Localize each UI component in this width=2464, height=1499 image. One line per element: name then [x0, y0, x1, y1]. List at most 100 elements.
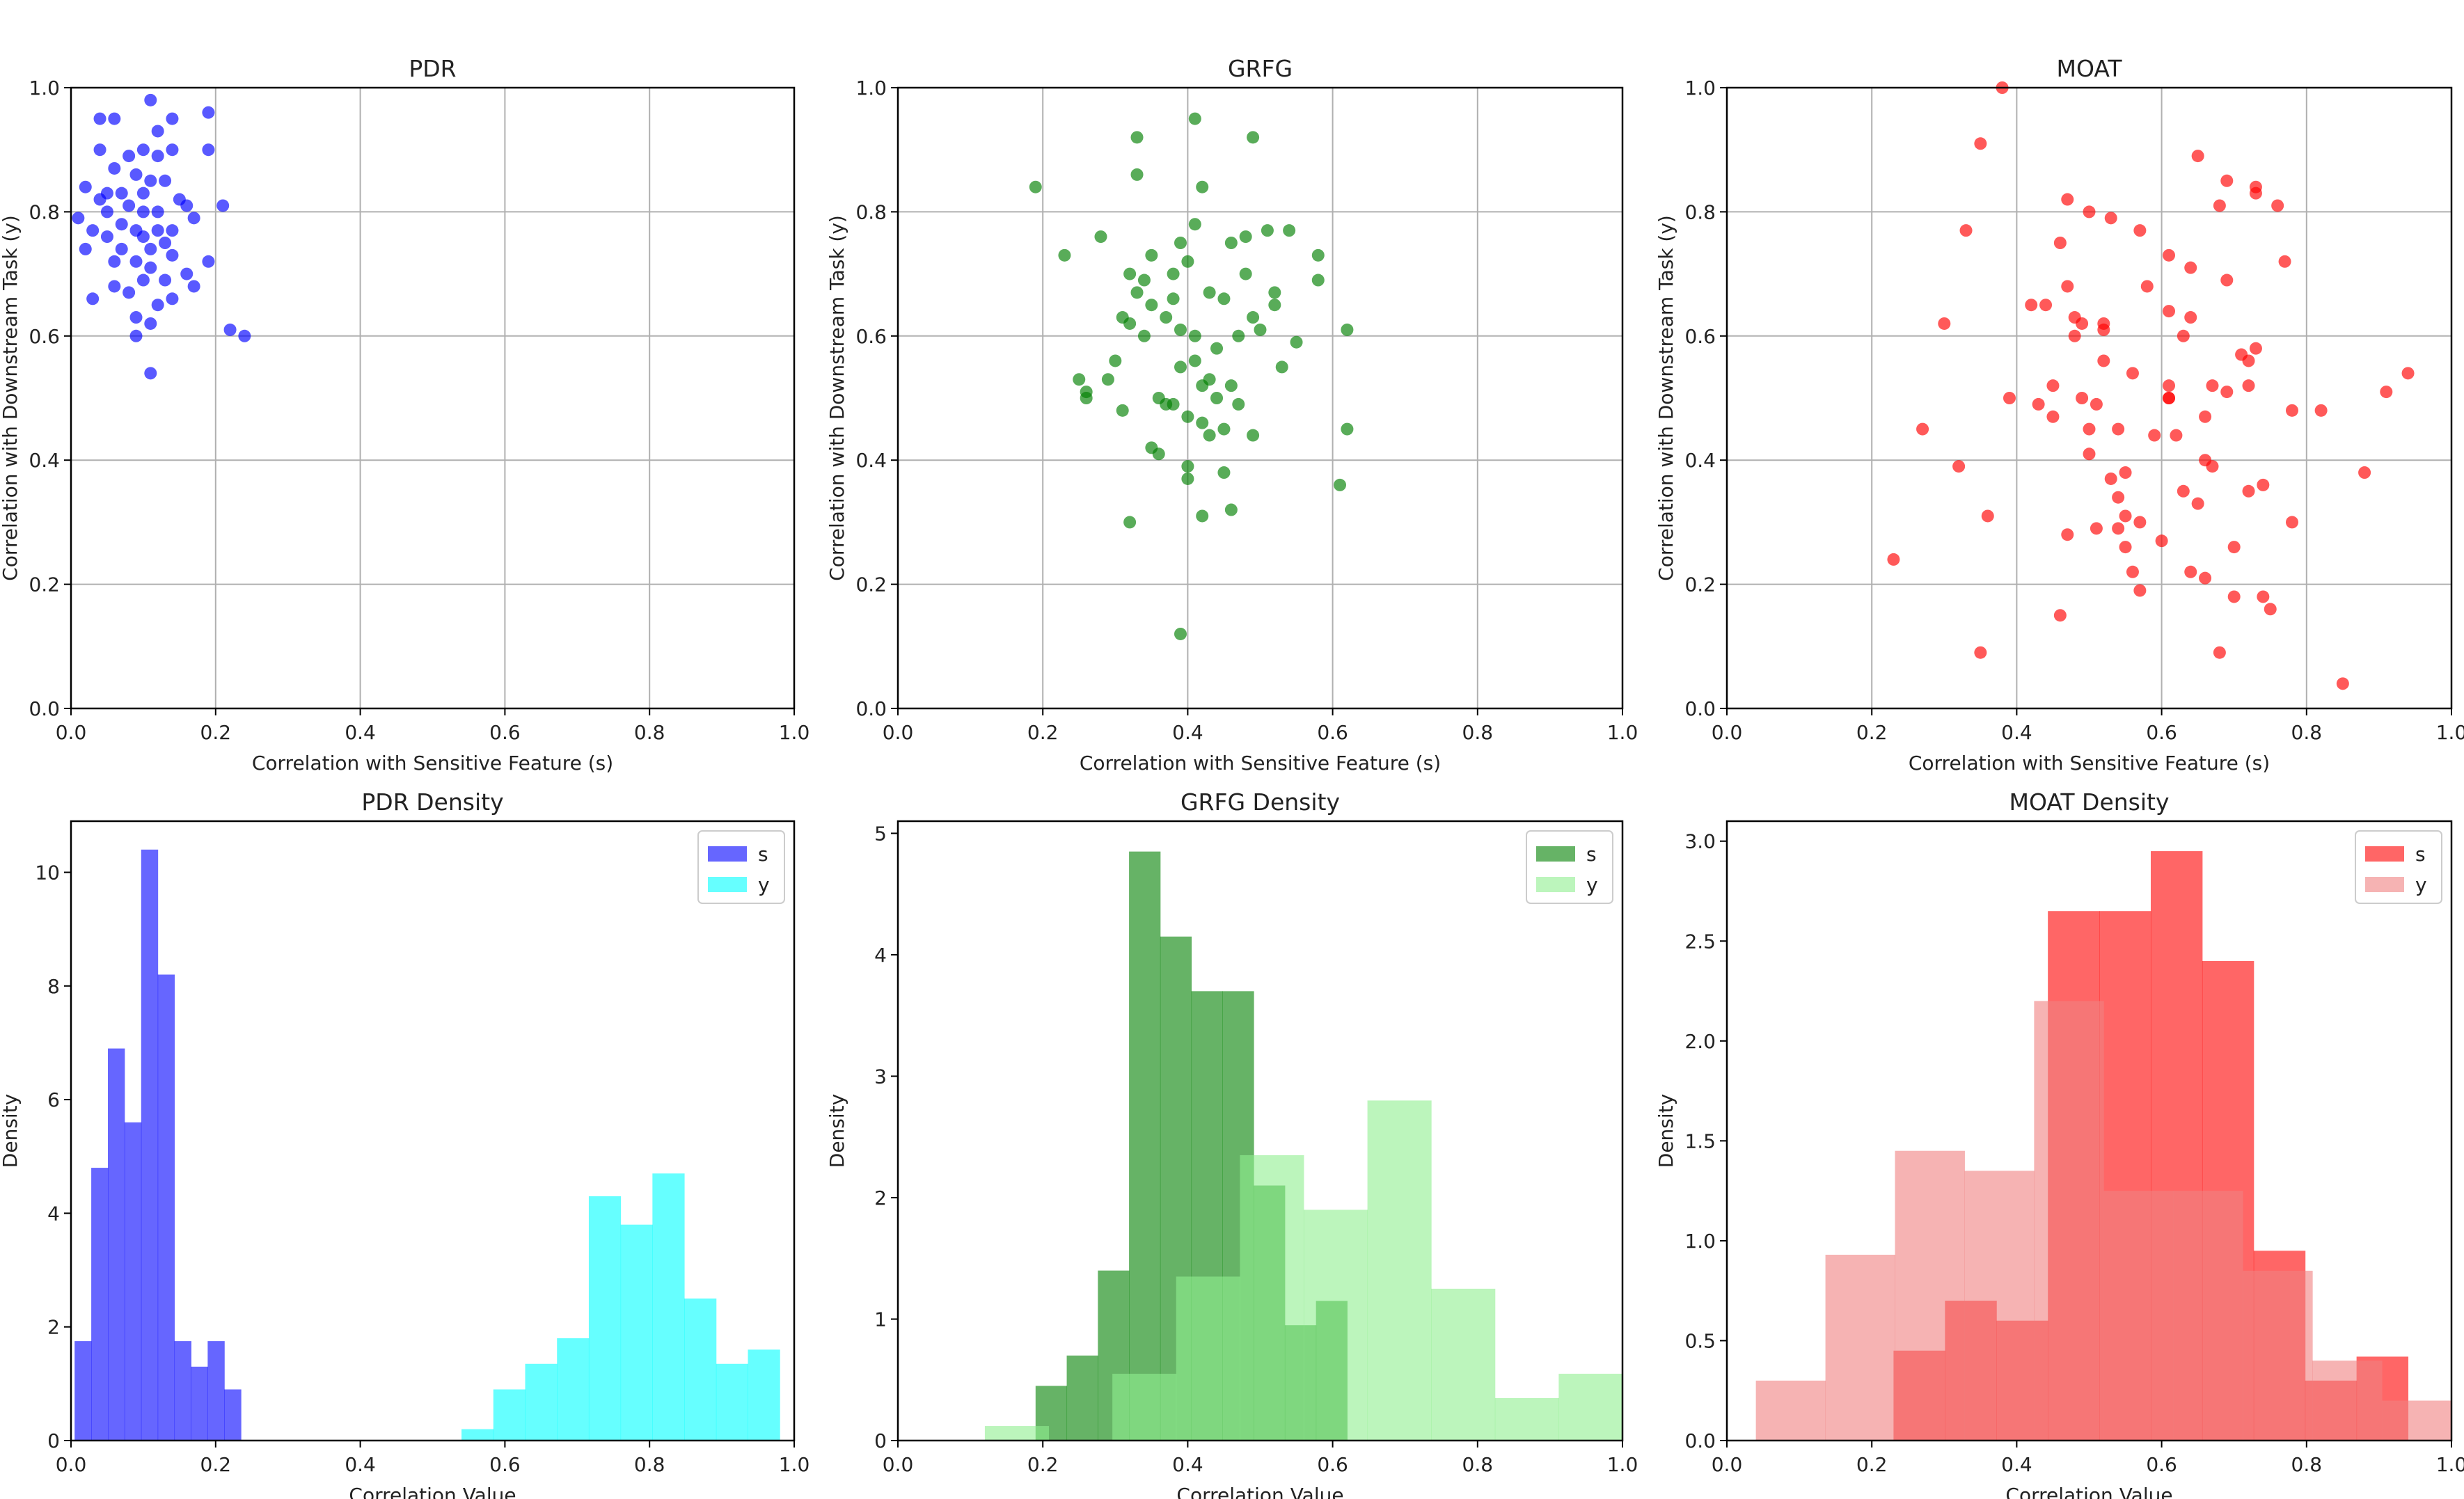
moat-scatter-xlabel: Correlation with Sensitive Feature (s) [1909, 752, 2270, 775]
y-tick-label: 0.0 [855, 697, 887, 720]
y-tick-label: 0.4 [855, 449, 887, 472]
scatter-point [1938, 317, 1951, 330]
scatter-point [2213, 199, 2226, 212]
scatter-point [216, 199, 230, 212]
x-tick-label: 0.4 [1172, 721, 1203, 744]
x-tick-label: 0.0 [1712, 1453, 1743, 1476]
legend-box [2355, 830, 2442, 904]
scatter-point [2112, 522, 2125, 535]
scatter-point [1123, 516, 1137, 529]
scatter-point [1145, 299, 1158, 312]
legend-swatch-s [2365, 846, 2404, 862]
scatter-point [2206, 460, 2219, 473]
x-tick-label: 0.4 [2001, 721, 2032, 744]
scatter-point [166, 248, 179, 262]
hist-bar-s [224, 1389, 242, 1441]
scatter-point [2119, 466, 2132, 479]
y-tick-label: 3 [874, 1065, 887, 1088]
x-tick-label: 0.8 [634, 721, 665, 744]
scatter-point [2061, 193, 2074, 206]
y-tick-label: 0.8 [29, 200, 60, 223]
scatter-point [144, 174, 157, 187]
x-tick-label: 0.6 [489, 1453, 521, 1476]
x-tick-label: 0.8 [1462, 1453, 1494, 1476]
moat-density-xlabel: Correlation Value [2005, 1484, 2172, 1499]
scatter-point [187, 280, 200, 293]
scatter-point [136, 230, 150, 244]
legend-label-y: y [758, 873, 770, 896]
scatter-point [100, 187, 113, 200]
scatter-point [1261, 224, 1274, 237]
scatter-point [115, 187, 128, 200]
scatter-point [2401, 367, 2415, 380]
y-tick-label: 1 [874, 1308, 887, 1331]
scatter-point [86, 292, 100, 306]
hist-bar-y [2382, 1400, 2452, 1441]
scatter-point [1123, 317, 1137, 330]
scatter-point [1268, 286, 1281, 299]
scatter-point [2112, 491, 2125, 504]
scatter-point [223, 323, 237, 336]
scatter-point [2257, 478, 2270, 491]
legend-box [697, 830, 785, 904]
scatter-point [1290, 335, 1303, 349]
scatter-point [108, 255, 121, 268]
scatter-point [144, 261, 157, 274]
scatter-point [2227, 590, 2241, 603]
scatter-point [1188, 329, 1201, 342]
scatter-point [2242, 354, 2255, 367]
scatter-point [2249, 180, 2262, 193]
scatter-point [1224, 237, 1238, 249]
scatter-point [1080, 386, 1093, 399]
grfg-density-title: GRFG Density [1180, 788, 1340, 816]
scatter-point [2380, 386, 2393, 399]
y-tick-label: 0.6 [855, 325, 887, 348]
scatter-point [2163, 248, 2176, 262]
hist-bar-y [1964, 1171, 2035, 1441]
y-tick-label: 4 [47, 1202, 60, 1225]
scatter-point [1959, 224, 1973, 237]
scatter-point [100, 205, 113, 219]
scatter-point [2249, 342, 2262, 355]
scatter-point [144, 317, 157, 330]
scatter-point [2046, 379, 2060, 392]
moat-scatter-ylabel: Correlation with Downstream Task (y) [1654, 215, 1677, 581]
scatter-point [1334, 478, 1347, 491]
scatter-point [108, 112, 121, 125]
scatter-point [2163, 392, 2176, 404]
scatter-point [1196, 509, 1209, 523]
scatter-point [1130, 168, 1144, 181]
scatter-point [2336, 677, 2349, 690]
y-tick-label: 2 [47, 1316, 60, 1339]
scatter-point [2032, 397, 2045, 411]
scatter-point [2163, 305, 2176, 318]
scatter-point [1232, 329, 1245, 342]
scatter-point [1160, 311, 1173, 324]
scatter-point [1181, 410, 1194, 423]
moat-density-panel: MOAT Density Correlation Value Density s… [1654, 788, 2464, 1499]
y-tick-label: 0.4 [1684, 449, 1716, 472]
scatter-point [1188, 112, 1201, 125]
scatter-point [2155, 534, 2168, 548]
x-tick-label: 0.6 [1317, 1453, 1348, 1476]
pdr-scatter-ylabel: Correlation with Downstream Task (y) [0, 215, 22, 581]
moat-scatter-panel: MOAT Correlation with Sensitive Feature … [1654, 55, 2464, 775]
y-tick-label: 0.6 [1684, 325, 1716, 348]
scatter-point [1174, 323, 1187, 336]
x-tick-label: 0.0 [883, 721, 914, 744]
x-tick-label: 0.2 [200, 1453, 232, 1476]
scatter-point [2242, 379, 2255, 392]
hist-bar-s [207, 1341, 225, 1441]
scatter-point [151, 125, 164, 138]
scatter-point [2076, 392, 2089, 404]
scatter-point [2184, 261, 2197, 274]
scatter-point [1203, 286, 1216, 299]
hist-bar-s [157, 974, 175, 1441]
scatter-point [2097, 323, 2110, 336]
scatter-point [1974, 646, 1987, 659]
scatter-point [136, 205, 150, 219]
scatter-point [136, 273, 150, 287]
x-tick-label: 1.0 [2436, 721, 2464, 744]
hist-bar-s [107, 1048, 125, 1441]
y-tick-label: 0.0 [1684, 697, 1716, 720]
